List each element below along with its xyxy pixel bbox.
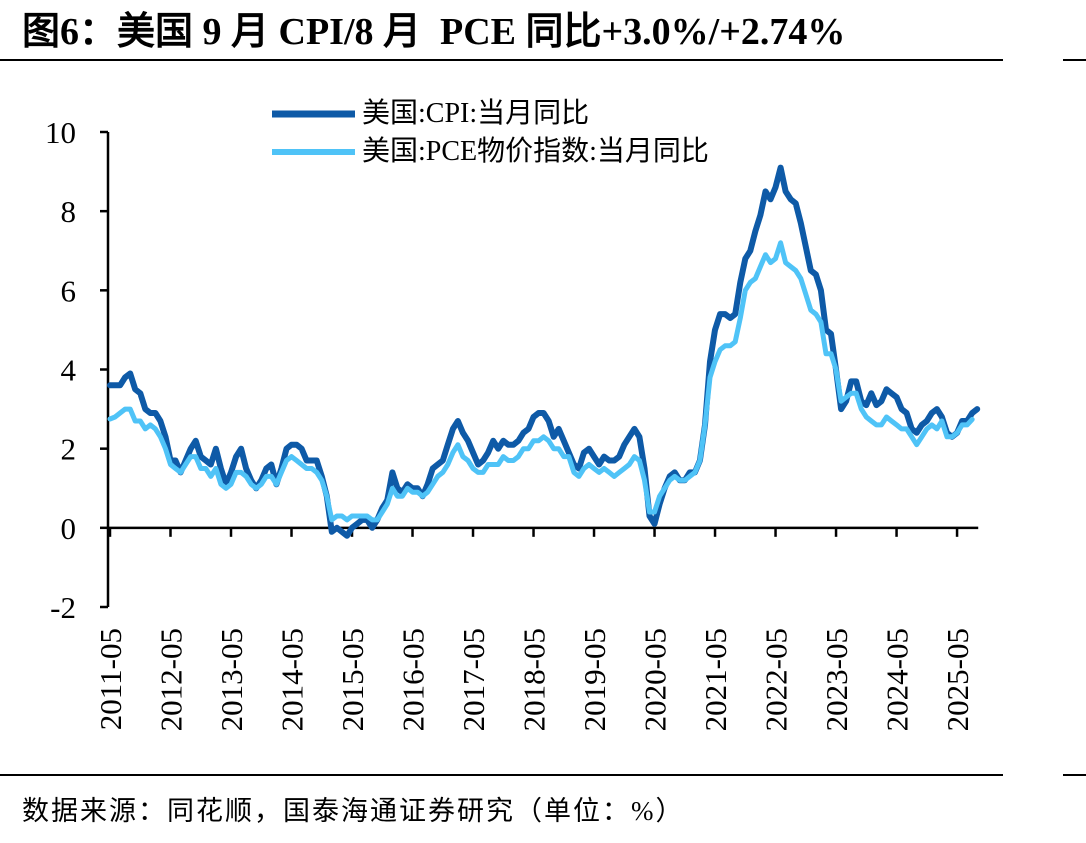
x-tick-label: 2021-05	[698, 628, 733, 731]
x-tick-label: 2014-05	[275, 628, 310, 731]
x-tick-label: 2011-05	[93, 628, 128, 730]
legend-item-pce: 美国:PCE物价指数:当月同比	[272, 135, 709, 167]
y-tick-label: 8	[61, 194, 77, 229]
x-tick-label: 2024-05	[880, 628, 915, 731]
cpi-series-line	[107, 164, 981, 539]
y-tick-label: 0	[61, 511, 77, 546]
y-tick-label: 10	[45, 115, 76, 150]
y-tick-label: 4	[61, 353, 77, 388]
legend-item-cpi: 美国:CPI:当月同比	[272, 97, 589, 129]
figure-title: 图6：美国 9 月 CPI/8 月 PCE 同比+3.0%/+2.74%	[22, 11, 845, 53]
x-tick-label: 2023-05	[819, 628, 854, 731]
axes: -2 0 2 4 6 8 10 2011-05 2012-05 2013-05 2014-05 201…	[45, 115, 979, 731]
legend-label-cpi: 美国:CPI:当月同比	[362, 97, 589, 129]
x-tick-label: 2015-05	[335, 628, 370, 731]
x-tick-label: 2025-05	[940, 628, 975, 731]
x-tick-label: 2013-05	[214, 628, 249, 731]
pce-series-line	[107, 240, 975, 523]
plot-area	[107, 164, 981, 539]
legend: 美国:CPI:当月同比 美国:PCE物价指数:当月同比	[272, 97, 709, 167]
x-tick-label: 2017-05	[456, 628, 491, 731]
legend-label-pce: 美国:PCE物价指数:当月同比	[362, 135, 709, 167]
y-tick-label: 6	[61, 273, 77, 308]
source-note: 数据来源：同花顺，国泰海通证券研究（单位：%）	[22, 796, 685, 826]
y-tick-label: -2	[50, 590, 76, 625]
x-tick-label: 2022-05	[759, 628, 794, 731]
x-tick-label: 2019-05	[577, 628, 612, 731]
x-tick-label: 2020-05	[638, 628, 673, 731]
x-tick-label: 2018-05	[517, 628, 552, 731]
y-tick-label: 2	[61, 432, 77, 467]
x-tick-label: 2016-05	[396, 628, 431, 731]
x-tick-label: 2012-05	[154, 628, 189, 731]
